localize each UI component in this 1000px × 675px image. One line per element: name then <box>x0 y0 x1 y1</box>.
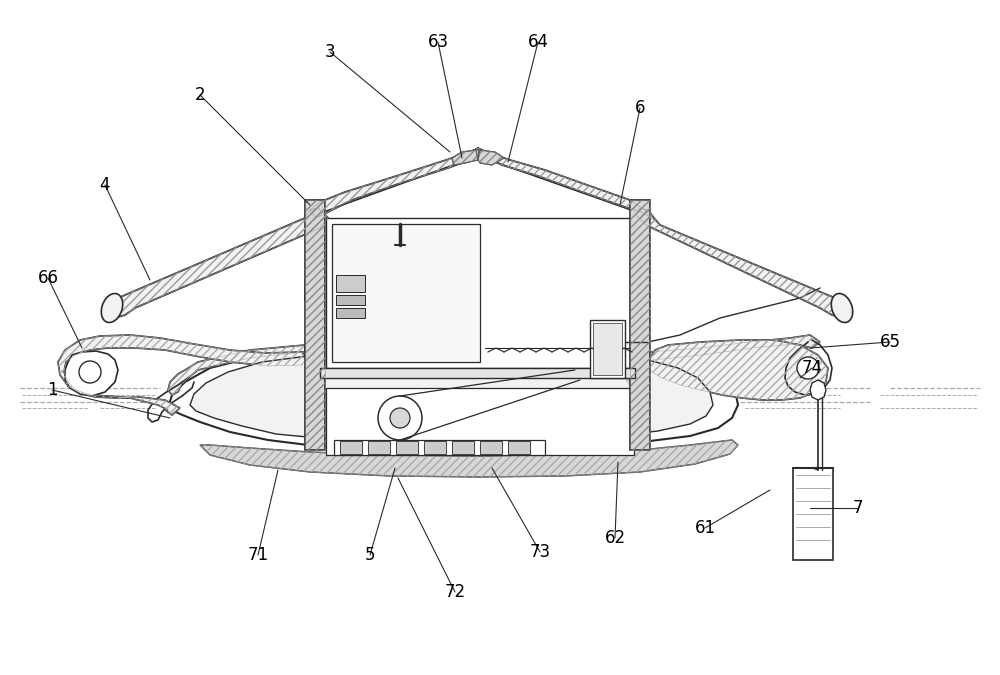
Text: 5: 5 <box>365 546 375 564</box>
Polygon shape <box>478 150 504 165</box>
Circle shape <box>390 408 410 428</box>
Text: 6: 6 <box>635 99 645 117</box>
Polygon shape <box>452 441 474 454</box>
Polygon shape <box>452 150 478 165</box>
Text: 63: 63 <box>427 33 449 51</box>
Polygon shape <box>590 320 625 378</box>
Circle shape <box>79 361 101 383</box>
Polygon shape <box>108 208 328 318</box>
Text: 65: 65 <box>880 333 900 351</box>
Text: 2: 2 <box>195 86 205 104</box>
Polygon shape <box>478 148 654 220</box>
Polygon shape <box>626 335 820 386</box>
Text: 64: 64 <box>528 33 548 51</box>
Polygon shape <box>508 441 530 454</box>
Polygon shape <box>648 340 828 400</box>
Polygon shape <box>310 148 480 218</box>
Polygon shape <box>58 335 306 415</box>
Polygon shape <box>368 441 390 454</box>
Ellipse shape <box>101 294 123 323</box>
Polygon shape <box>332 224 480 362</box>
Polygon shape <box>336 308 365 318</box>
Polygon shape <box>190 350 713 441</box>
Polygon shape <box>480 441 502 454</box>
Text: 66: 66 <box>38 269 58 287</box>
Polygon shape <box>320 368 635 378</box>
Polygon shape <box>168 345 305 395</box>
Polygon shape <box>305 200 325 450</box>
Polygon shape <box>340 441 362 454</box>
Polygon shape <box>326 388 634 455</box>
Text: 4: 4 <box>100 176 110 194</box>
Polygon shape <box>65 351 118 396</box>
Text: 71: 71 <box>247 546 269 564</box>
Circle shape <box>797 357 819 379</box>
Polygon shape <box>326 218 634 368</box>
Text: 3: 3 <box>325 43 335 61</box>
Text: 62: 62 <box>604 529 626 547</box>
Polygon shape <box>593 323 622 375</box>
Circle shape <box>378 396 422 440</box>
Text: 7: 7 <box>853 499 863 517</box>
Text: 1: 1 <box>47 381 57 399</box>
Polygon shape <box>336 295 365 305</box>
Text: 74: 74 <box>802 359 822 377</box>
Polygon shape <box>168 346 738 449</box>
Text: 61: 61 <box>694 519 716 537</box>
Polygon shape <box>424 441 446 454</box>
Polygon shape <box>396 441 418 454</box>
Polygon shape <box>636 208 848 318</box>
Text: 73: 73 <box>529 543 551 561</box>
Text: 72: 72 <box>444 583 466 601</box>
Polygon shape <box>630 200 650 450</box>
Polygon shape <box>810 380 826 400</box>
Polygon shape <box>334 440 545 455</box>
Polygon shape <box>200 440 738 477</box>
Polygon shape <box>336 275 365 292</box>
Polygon shape <box>793 468 833 560</box>
Ellipse shape <box>831 294 853 323</box>
